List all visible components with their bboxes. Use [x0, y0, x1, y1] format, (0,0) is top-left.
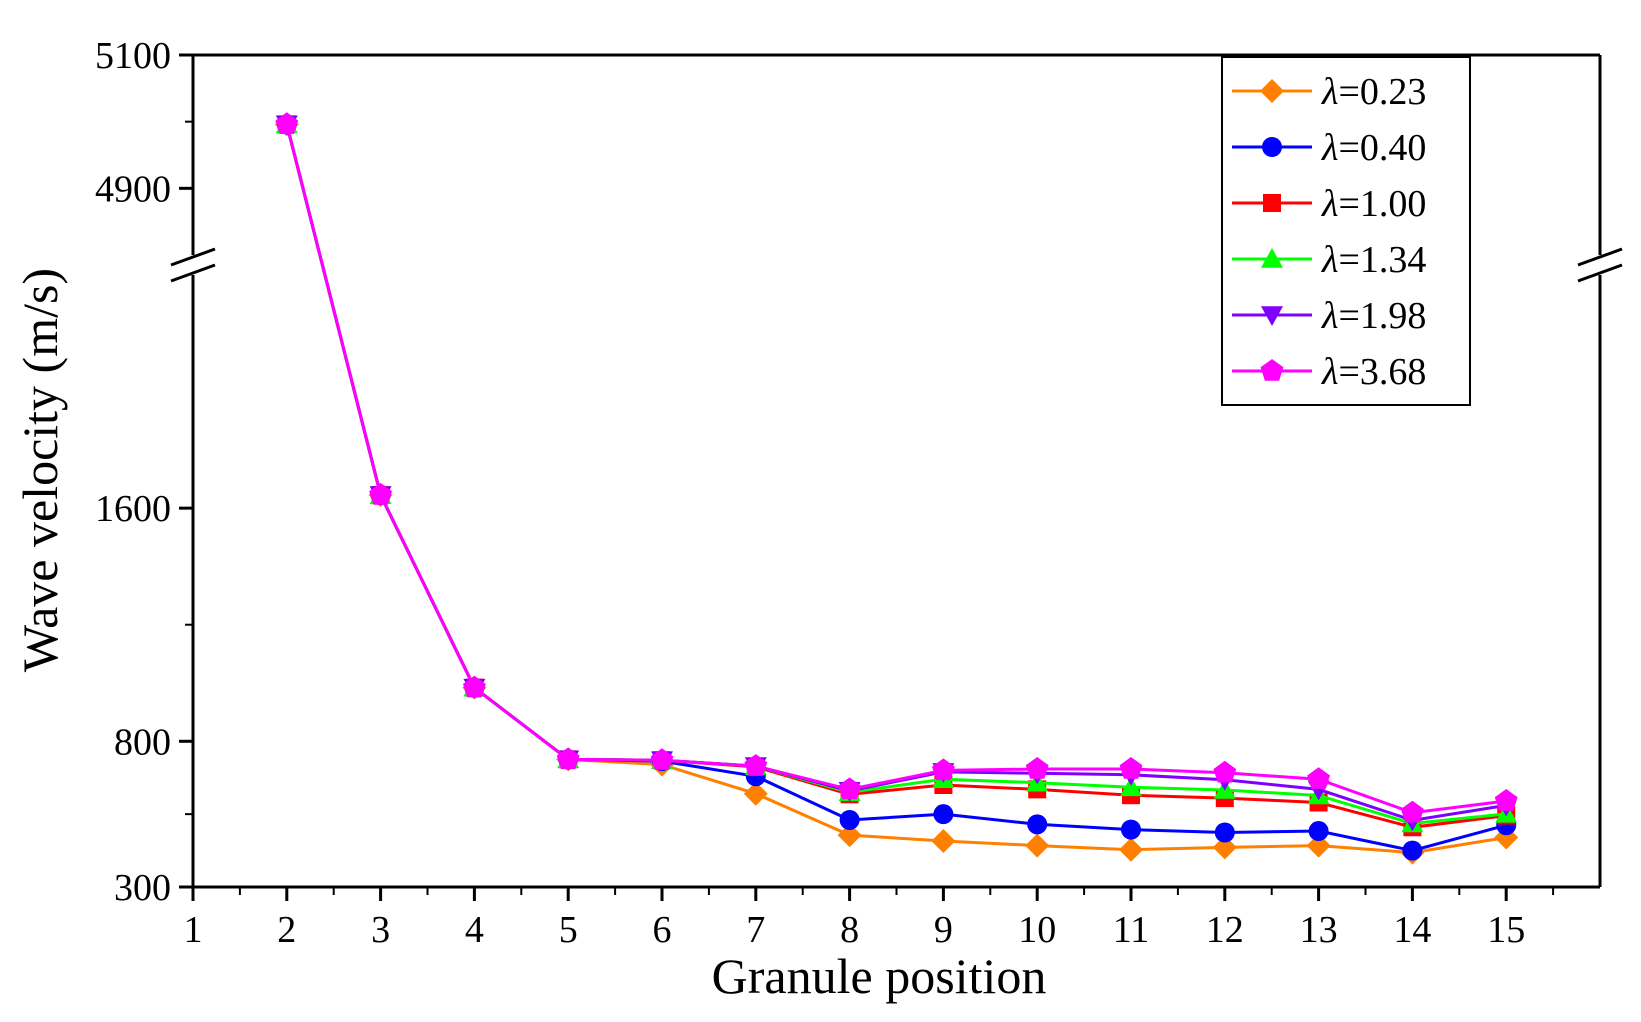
legend-label: λ=1.34	[1321, 239, 1426, 281]
legend-marker	[1260, 359, 1284, 381]
legend-label: λ=1.98	[1321, 295, 1426, 337]
left-axis-break-mark	[170, 263, 216, 283]
data-point	[1213, 760, 1237, 783]
data-point	[463, 675, 486, 698]
x-tick-label: 12	[1206, 909, 1244, 951]
x-tick-label: 13	[1300, 909, 1338, 951]
right-axis-break-mark	[1577, 263, 1623, 283]
data-point	[743, 781, 768, 806]
x-tick-label: 8	[840, 909, 859, 951]
x-tick-label: 6	[653, 909, 672, 951]
data-point	[837, 823, 862, 848]
legend-marker	[1263, 194, 1281, 212]
y-tick-label: 1600	[95, 488, 171, 530]
data-point	[838, 777, 861, 800]
legend-item: λ=1.98	[1232, 295, 1426, 337]
legend-label: λ=1.00	[1321, 183, 1426, 225]
y-tick-label: 4900	[95, 168, 171, 210]
legend-box	[1221, 56, 1471, 406]
legend-item: λ=1.34	[1232, 239, 1426, 281]
legend-label: λ=0.40	[1321, 127, 1426, 169]
x-tick-label: 7	[746, 909, 765, 951]
legend-value: =1.34	[1338, 239, 1426, 281]
right-axis-break-mark	[1577, 247, 1623, 267]
data-point	[556, 747, 580, 770]
legend-value: =1.00	[1338, 183, 1426, 225]
data-point	[931, 828, 956, 853]
y-tick-label: 300	[114, 867, 171, 909]
data-point	[1212, 835, 1237, 860]
data-point	[1307, 767, 1330, 789]
data-point	[1119, 757, 1143, 779]
legend-marker	[1261, 306, 1283, 326]
legend-symbol: λ	[1321, 127, 1338, 169]
x-tick-label: 14	[1393, 909, 1431, 951]
legend-symbol: λ	[1321, 71, 1338, 113]
legend-marker	[1261, 248, 1283, 268]
data-point	[1214, 822, 1235, 843]
x-tick-label: 9	[934, 909, 953, 951]
x-axis-title: Granule position	[712, 948, 1047, 1004]
x-tick-label: 5	[559, 909, 578, 951]
data-point	[275, 112, 299, 134]
data-point	[1402, 840, 1423, 861]
x-tick-label: 10	[1018, 909, 1056, 951]
legend-label: λ=3.68	[1321, 351, 1426, 393]
x-tick-label: 3	[371, 909, 390, 951]
data-point	[1401, 800, 1424, 823]
left-axis-break-mark	[170, 247, 216, 267]
y-tick-label: 800	[114, 721, 171, 763]
data-point	[1306, 833, 1331, 858]
data-point	[1308, 821, 1329, 842]
data-point	[650, 748, 674, 770]
x-tick-label: 11	[1113, 909, 1150, 951]
legend-label: λ=0.23	[1321, 71, 1426, 113]
legend-item: λ=1.00	[1232, 183, 1426, 225]
legend-symbol: λ	[1321, 351, 1338, 393]
legend-marker	[1260, 79, 1284, 103]
legend-symbol: λ	[1321, 183, 1338, 225]
data-point	[932, 758, 955, 781]
data-point	[839, 809, 860, 830]
legend-value: =0.40	[1338, 127, 1426, 169]
x-tick-label: 4	[465, 909, 484, 951]
legend-value: =0.23	[1338, 71, 1426, 113]
x-tick-label: 1	[184, 909, 203, 951]
data-point	[369, 483, 392, 505]
data-point	[1025, 833, 1050, 858]
x-tick-label: 2	[277, 909, 296, 951]
series-line	[285, 123, 1507, 815]
legend-value: =3.68	[1338, 351, 1426, 393]
data-point	[1025, 757, 1049, 779]
data-point	[933, 804, 954, 825]
data-point	[1121, 819, 1141, 840]
data-point	[1494, 789, 1518, 811]
legend-item: λ=0.40	[1232, 127, 1426, 169]
series-6	[275, 112, 1518, 823]
data-point	[1119, 837, 1143, 862]
x-tick-label: 15	[1487, 909, 1525, 951]
data-point	[1120, 776, 1142, 797]
data-point	[744, 754, 768, 776]
legend-marker	[1262, 137, 1282, 157]
legend-item: λ=3.68	[1232, 351, 1426, 393]
data-point	[1027, 814, 1048, 835]
y-axis-title: Wave velocity (m/s)	[12, 268, 68, 672]
legend-value: =1.98	[1338, 295, 1426, 337]
legend-symbol: λ	[1321, 239, 1338, 281]
legend-symbol: λ	[1321, 295, 1338, 337]
y-tick-label: 5100	[95, 35, 171, 77]
legend-item: λ=0.23	[1232, 71, 1426, 113]
